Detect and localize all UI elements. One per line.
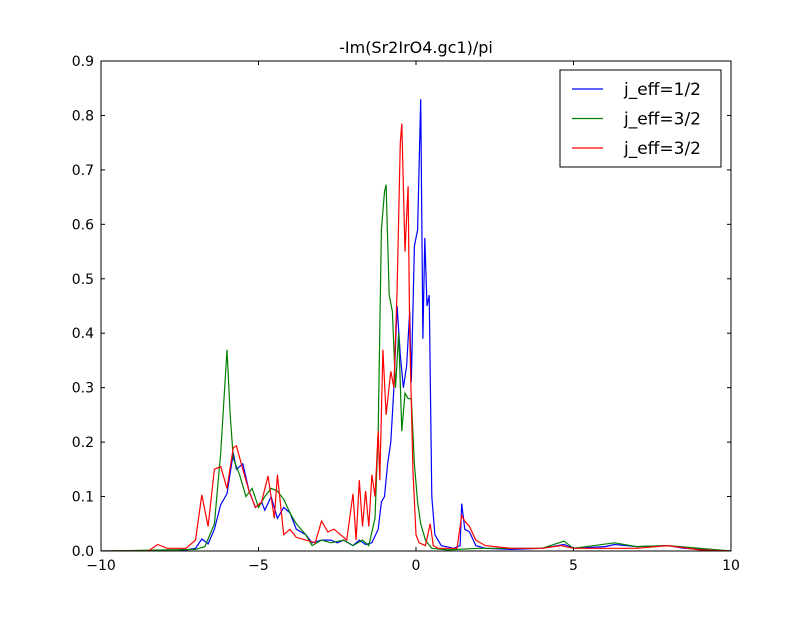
- y-tick-label: 0.4: [72, 326, 94, 342]
- plot-area: [101, 99, 731, 551]
- x-tick-label: 10: [722, 558, 740, 574]
- y-tick-label: 0.2: [72, 435, 94, 451]
- y-tick-label: 0.0: [72, 544, 94, 560]
- y-tick-label: 0.6: [72, 217, 94, 233]
- chart-title: -Im(Sr2IrO4.gc1)/pi: [339, 38, 493, 57]
- legend: j_eff=1/2 j_eff=3/2 j_eff=3/2: [559, 69, 722, 168]
- x-tick-label: 5: [569, 558, 578, 574]
- x-tick-label: 0: [412, 558, 421, 574]
- y-tick-label: 0.1: [72, 490, 94, 506]
- series-line-3: [101, 123, 731, 551]
- legend-label-1: j_eff=1/2: [623, 80, 701, 100]
- y-tick-label: 0.8: [72, 108, 94, 124]
- y-tick-label: 0.9: [72, 54, 94, 70]
- y-tick-label: 0.7: [72, 163, 94, 179]
- legend-label-2: j_eff=3/2: [623, 110, 701, 130]
- x-tick-label: −10: [86, 558, 116, 574]
- y-tick-label: 0.5: [72, 272, 94, 288]
- axes: −10 −5 0 5 10 0.0 0.1 0.2 0.3 0.4 0.5 0.6 0.7 0.8 0.9: [72, 54, 740, 574]
- legend-label-3: j_eff=3/2: [623, 139, 701, 159]
- x-tick-label: −5: [248, 558, 269, 574]
- y-tick-label: 0.3: [72, 381, 94, 397]
